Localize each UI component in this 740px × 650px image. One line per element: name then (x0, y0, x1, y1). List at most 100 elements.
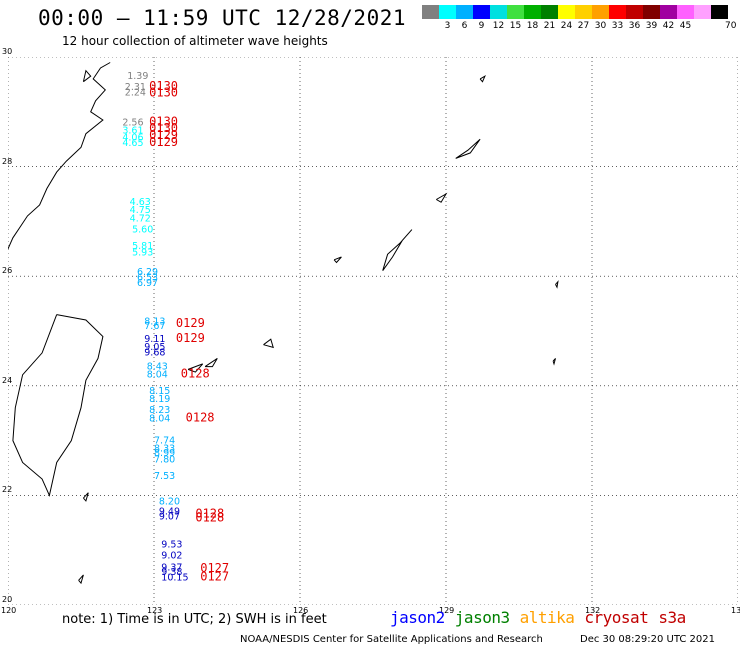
wave-height-label: 9.05 (144, 342, 165, 353)
wave-height-label: 8.33 (154, 444, 175, 455)
time-labels: 0130013001300130012901290129012901280128… (149, 79, 229, 583)
wave-height-label: 3.61 (122, 126, 143, 137)
wave-height-label: 7.53 (154, 471, 175, 482)
wave-height-label: 7.67 (144, 321, 165, 332)
time-label: 0128 (195, 506, 224, 520)
legend-cell: 18 (524, 5, 541, 31)
legend-cell: 6 (456, 5, 473, 31)
legend-swatch (677, 5, 694, 19)
x-tick-label: 120 (1, 606, 17, 615)
legend-cell: 9 (473, 5, 490, 31)
legend-cell: 30 (592, 5, 609, 31)
wave-height-label: 2.24 (125, 87, 146, 98)
wave-height-label: 4.06 (122, 132, 143, 143)
wave-height-label: 7.74 (154, 435, 175, 446)
wave-height-label: 2.31 (125, 82, 146, 93)
wave-height-label: 9.38 (161, 567, 182, 578)
legend-swatch (524, 5, 541, 19)
coastline-path (552, 358, 556, 366)
satellite-jason3: jason3 (454, 608, 510, 627)
time-label: 0130 (149, 79, 178, 93)
time-label: 0127 (200, 561, 229, 575)
wave-height-label: 4.65 (122, 138, 143, 149)
legend-swatch (660, 5, 677, 19)
coastline-path (455, 138, 481, 159)
wave-height-label: 1.39 (127, 71, 148, 82)
legend-cell: 42 (660, 5, 677, 31)
y-tick-label: 28 (2, 156, 13, 166)
legend-cell (711, 5, 728, 31)
wave-height-label: 9.53 (161, 539, 182, 550)
legend-swatch (456, 5, 473, 19)
wave-height-label: 4.63 (130, 197, 151, 208)
legend-cell: 24 (558, 5, 575, 31)
wave-height-label: 9.68 (144, 348, 165, 359)
wave-height-label: 9.49 (159, 507, 180, 518)
legend-label: 3 (444, 21, 451, 31)
legend-label: 15 (509, 21, 522, 31)
coastline-path (204, 357, 218, 368)
coastline-path (187, 363, 204, 373)
x-tick-label: 123 (147, 606, 163, 615)
legend-cell: 12 (490, 5, 507, 31)
coastline-path (83, 492, 89, 502)
map-background (8, 57, 738, 605)
wave-height-label: 5.60 (132, 224, 153, 235)
wave-height-label: 6.53 (137, 273, 158, 284)
legend-label: 33 (611, 21, 624, 31)
legend-swatch (490, 5, 507, 19)
legend-cell: 27 (575, 5, 592, 31)
time-label: 0128 (181, 367, 210, 381)
time-label: 0130 (149, 121, 178, 135)
time-label: 0129 (176, 331, 205, 345)
coastline-path (263, 338, 274, 349)
legend-label: 45 (679, 21, 692, 31)
y-tick-label: 26 (2, 266, 13, 276)
coastline-path (382, 229, 413, 271)
wave-height-label: 2.56 (122, 118, 143, 129)
legend-label: 21 (543, 21, 556, 31)
satellite-legend: jason2 jason3 altika cryosat s3a (390, 608, 696, 627)
coastline-path (78, 574, 84, 585)
x-tick-label: 132 (585, 606, 601, 615)
wave-height-label: 9.07 (159, 512, 180, 523)
time-label: 0129 (176, 316, 205, 330)
coastline-path (12, 314, 104, 497)
legend-swatch (592, 5, 609, 19)
legend-label: 36 (628, 21, 641, 31)
wave-height-label: 9.37 (161, 562, 182, 573)
legend-cell: 15 (507, 5, 524, 31)
coastline-path (8, 62, 111, 250)
legend-label: 24 (560, 21, 573, 31)
satellite-jason2: jason2 (390, 608, 445, 627)
time-label: 0129 (149, 135, 178, 149)
legend-label: 42 (662, 21, 675, 31)
legend-swatch (711, 5, 728, 19)
coastlines (8, 62, 559, 585)
wave-height-label: 8.19 (149, 394, 170, 405)
footnote: note: 1) Time is in UTC; 2) SWH is in fe… (62, 612, 327, 627)
wave-height-label: 9.02 (161, 550, 182, 561)
legend-cell: 45 (677, 5, 694, 31)
wave-height-label: 8.15 (149, 386, 170, 397)
credit-date: Dec 30 08:29:20 UTC 2021 (580, 634, 715, 645)
legend-label: 39 (645, 21, 658, 31)
coastline-path (436, 192, 448, 203)
wave-height-label: 8.13 (144, 316, 165, 327)
satellite-altika: altika (519, 608, 575, 627)
credit-line: NOAA/NESDIS Center for Satellite Applica… (240, 634, 543, 645)
wave-height-label: 7.80 (154, 455, 175, 466)
wave-height-label: 6.97 (137, 278, 158, 289)
legend-label: 6 (461, 21, 468, 31)
legend-swatch (558, 5, 575, 19)
page-title: 00:00 – 11:59 UTC 12/28/2021 (38, 6, 407, 30)
legend-swatch (473, 5, 490, 19)
time-label: 0130 (149, 85, 178, 99)
satellite-cryosat: cryosat (584, 608, 649, 627)
wave-height-label: 5.93 (132, 247, 153, 258)
time-label: 0128 (195, 511, 224, 525)
wave-height-label: 8.23 (149, 405, 170, 416)
legend-label: 30 (594, 21, 607, 31)
legend-label: 9 (478, 21, 485, 31)
wave-height-label: 9.11 (144, 334, 165, 345)
